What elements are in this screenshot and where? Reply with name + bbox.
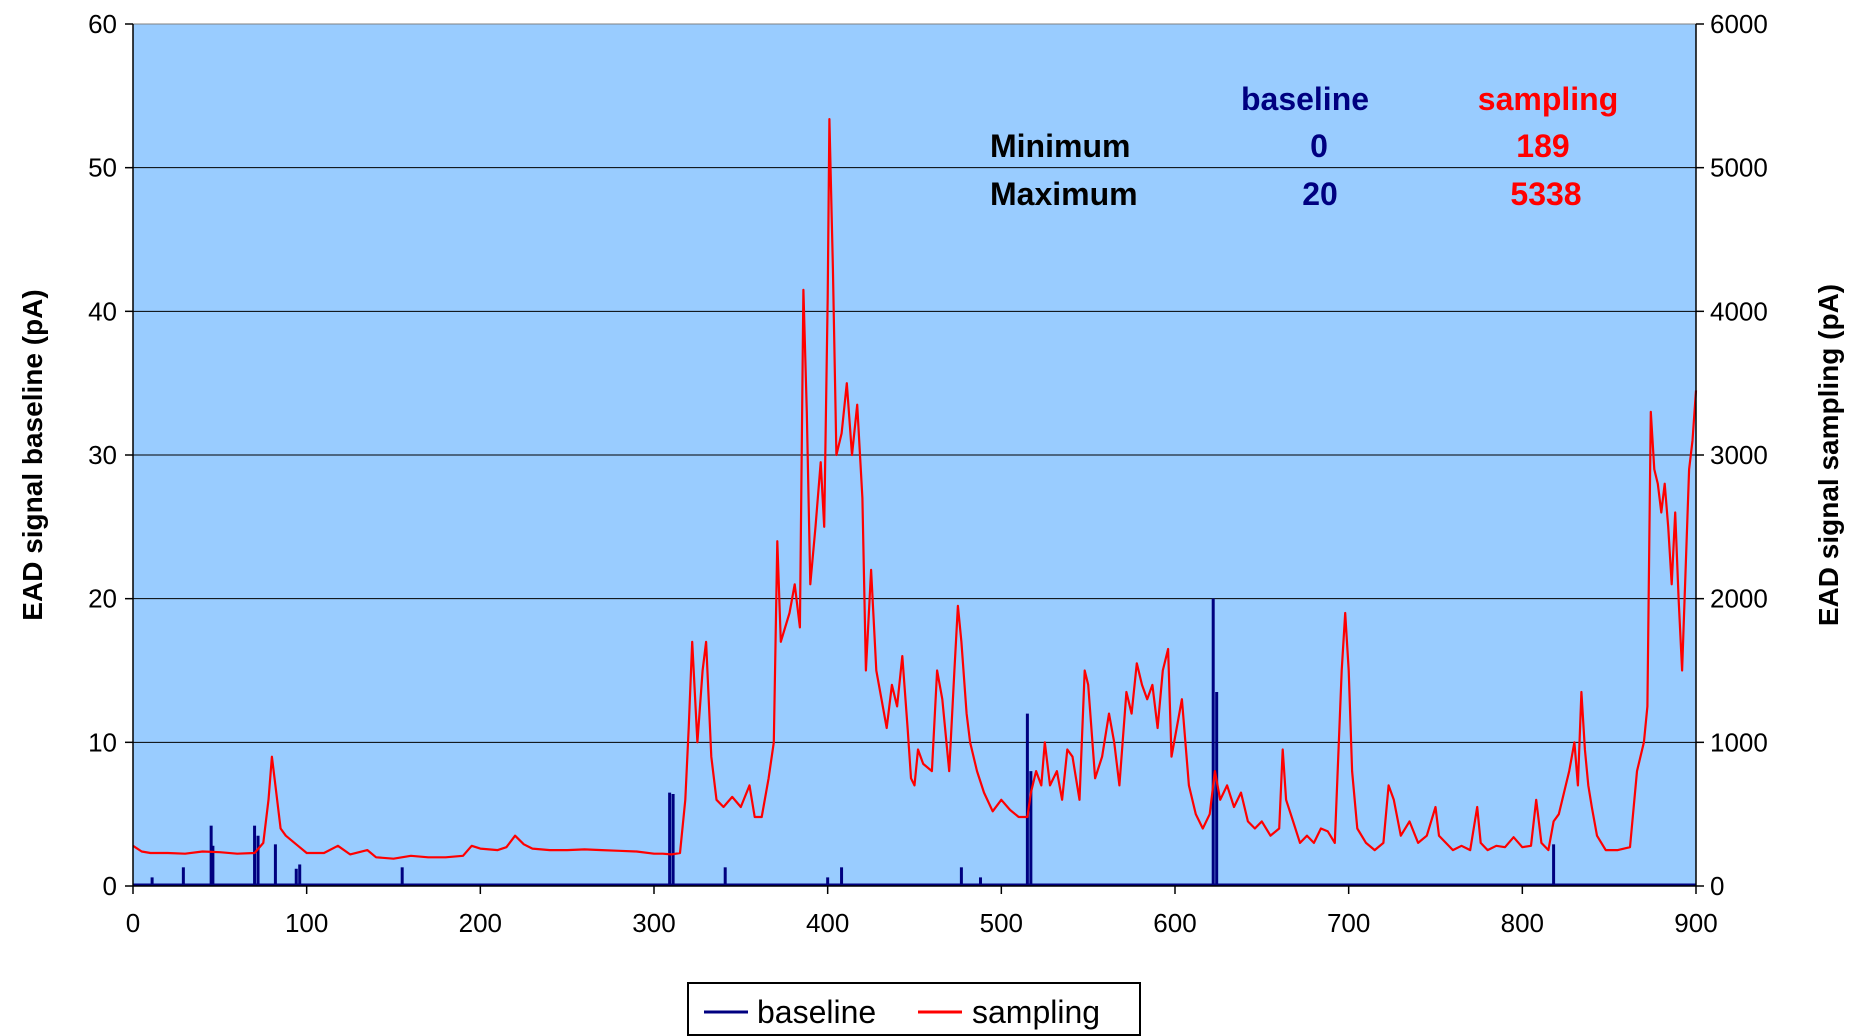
y-tick-label: 40 [88, 296, 117, 326]
x-axis-ticks: 0 100 200 300 400 500 600 700 800 900 [126, 886, 1718, 938]
series-baseline [133, 598, 1696, 887]
y2-tick-label: 2000 [1710, 584, 1768, 614]
y-tick-label: 20 [88, 584, 117, 614]
stats-table: baseline sampling Minimum 0 189 Maximum … [990, 81, 1618, 212]
stats-row-label-maximum: Maximum [990, 176, 1138, 212]
y-axis-ticks: 0 10 20 30 40 50 60 [88, 9, 133, 901]
stats-row-label-minimum: Minimum [990, 128, 1130, 164]
legend-label-baseline: baseline [757, 994, 876, 1030]
x-tick-label: 800 [1501, 908, 1544, 938]
stats-minimum-sampling: 189 [1516, 128, 1569, 164]
y2-tick-label: 3000 [1710, 440, 1768, 470]
stats-maximum-baseline: 20 [1302, 176, 1338, 212]
x-tick-label: 200 [459, 908, 502, 938]
x-tick-label: 0 [126, 908, 140, 938]
stats-maximum-sampling: 5338 [1510, 176, 1581, 212]
y-tick-label: 10 [88, 727, 117, 757]
x-tick-label: 400 [806, 908, 849, 938]
y-tick-label: 50 [88, 153, 117, 183]
stats-minimum-baseline: 0 [1310, 128, 1328, 164]
y2-axis-title: EAD signal sampling (pA) [1813, 284, 1844, 626]
y-axis-title: EAD signal baseline (pA) [17, 289, 48, 620]
legend-label-sampling: sampling [972, 994, 1100, 1030]
y-tick-label: 60 [88, 9, 117, 39]
y2-tick-label: 5000 [1710, 153, 1768, 183]
stats-header-sampling: sampling [1478, 81, 1618, 117]
x-tick-label: 500 [980, 908, 1023, 938]
x-tick-label: 900 [1674, 908, 1717, 938]
y2-tick-label: 4000 [1710, 296, 1768, 326]
y-tick-label: 30 [88, 440, 117, 470]
x-tick-label: 700 [1327, 908, 1370, 938]
y2-tick-label: 0 [1710, 871, 1724, 901]
x-tick-label: 100 [285, 908, 328, 938]
legend-box [687, 982, 1141, 1036]
y2-tick-label: 6000 [1710, 9, 1768, 39]
legend: baseline sampling [687, 982, 1141, 1036]
x-tick-label: 600 [1153, 908, 1196, 938]
sampling-line [132, 118, 1698, 860]
series-sampling [132, 118, 1698, 860]
y-tick-label: 0 [103, 871, 117, 901]
x-tick-label: 300 [632, 908, 675, 938]
y2-tick-label: 1000 [1710, 727, 1768, 757]
y2-axis-ticks: 0 1000 2000 3000 4000 5000 6000 [1696, 9, 1768, 901]
stats-header-baseline: baseline [1241, 81, 1369, 117]
